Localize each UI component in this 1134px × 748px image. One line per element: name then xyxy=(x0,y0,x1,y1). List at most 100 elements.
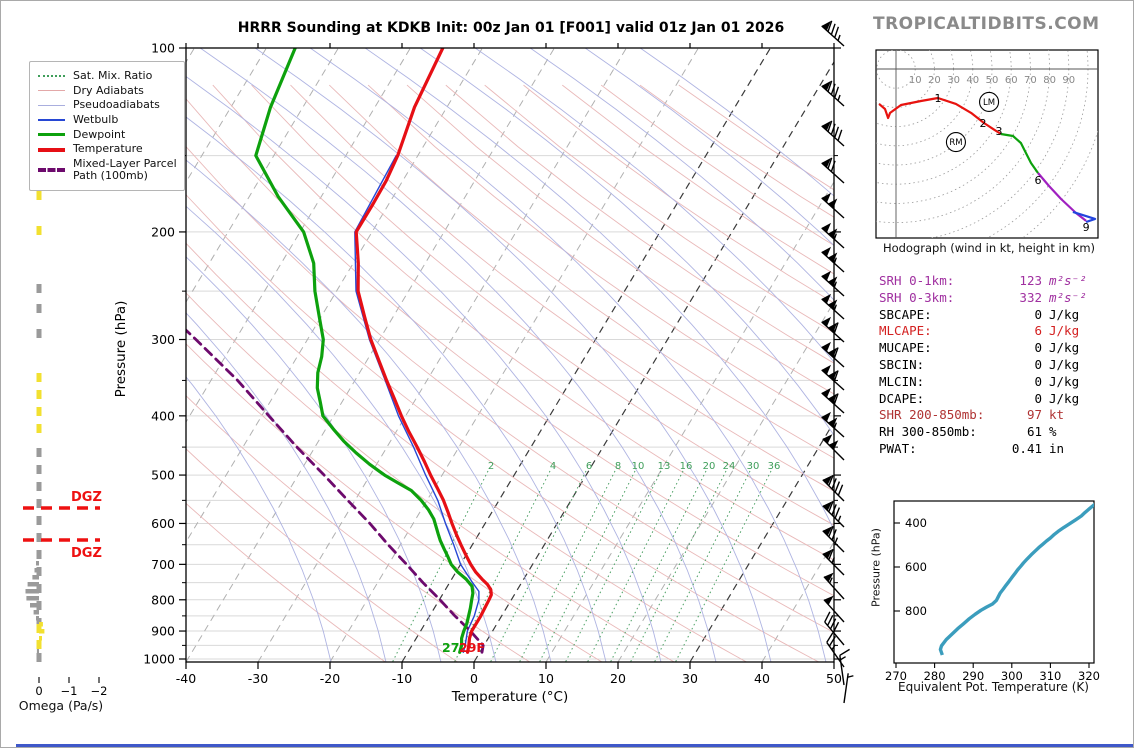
dry-adiabat-line xyxy=(186,242,748,662)
wind-barb xyxy=(821,192,845,219)
pseudoadiabat-line xyxy=(186,116,607,662)
parcel-line-swatch xyxy=(38,168,65,173)
stat-value: 0 xyxy=(1034,340,1042,356)
dry-adiabat-line xyxy=(484,84,834,334)
stat-unit: J/kg xyxy=(1049,390,1080,406)
mixing-ratio-line xyxy=(490,470,587,662)
legend-item-label: Temperature xyxy=(73,142,143,156)
wind-barb xyxy=(821,270,845,297)
stats-panel: SRH 0-1km: 123 m²s⁻² SRH 0-3km: 332 m²s⁻² SBCA… xyxy=(879,273,1107,458)
surface-temperature-label: 29F xyxy=(459,640,485,655)
omega-bar xyxy=(36,616,39,621)
temperature-tick-label: -40 xyxy=(176,671,196,686)
stats-row: MLCAPE: 6 J/kg xyxy=(879,323,1107,340)
wind-barb xyxy=(822,548,845,576)
omega-bar xyxy=(27,582,39,587)
mixing-ratio-line xyxy=(610,470,707,662)
wind-barb xyxy=(843,673,854,704)
legend-item-label: Sat. Mix. Ratio xyxy=(73,69,153,82)
mixing-ratio-label: 8 xyxy=(615,461,621,472)
thetae-x-axis-label: Equivalent Pot. Temperature (K) xyxy=(898,680,1089,694)
parcel-path-curve xyxy=(186,328,485,654)
omega-bar xyxy=(30,603,39,608)
pseudoadiabat-line xyxy=(186,159,552,662)
pressure-axis-label: Pressure (hPa) xyxy=(113,300,129,398)
temperature-tick-label: -10 xyxy=(392,671,412,686)
temperature-curve xyxy=(354,48,493,654)
hodograph-ring-label: 90 xyxy=(1062,75,1075,86)
thetae-temp-tick-label: 300 xyxy=(1001,669,1023,683)
dry-adiabat-line xyxy=(186,292,676,662)
bottom-blue-bar xyxy=(16,744,1133,747)
temperature-tick-label: 30 xyxy=(682,671,698,686)
dry-adiabat-line xyxy=(186,193,820,662)
omega-bar xyxy=(34,568,39,573)
hodograph-ring-label: 10 xyxy=(909,75,922,86)
stats-row: SRH 0-1km: 123 m²s⁻² xyxy=(879,273,1107,290)
omega-bar xyxy=(33,610,39,615)
storm-motion-marker xyxy=(979,91,1000,112)
stat-value: 0 xyxy=(1034,306,1042,322)
dry-adiabat-line xyxy=(251,84,834,526)
wind-barb xyxy=(822,434,845,461)
stat-unit: J/kg xyxy=(1049,340,1080,356)
pressure-tick-label: 100 xyxy=(151,41,175,56)
stats-row: SBCIN: 0 J/kg xyxy=(879,357,1107,374)
mixing-ratio-label: 10 xyxy=(632,461,645,472)
stat-value: 61 xyxy=(1026,424,1042,440)
wind-barb xyxy=(821,341,845,368)
mixing-ratio-line xyxy=(565,470,662,662)
hodograph-ring-label: 30 xyxy=(947,75,960,86)
stats-row: MUCAPE: 0 J/kg xyxy=(879,340,1107,357)
wind-barb xyxy=(824,611,845,646)
pseudoadiabat-line xyxy=(529,48,834,301)
dgz-label-lower: DGZ xyxy=(71,546,102,561)
hodograph-height-label: 6 xyxy=(1035,174,1042,187)
pressure-tick-label: 500 xyxy=(151,468,175,483)
mixing-ratio-label: 24 xyxy=(723,461,736,472)
stat-value: 97 xyxy=(1026,407,1042,423)
pressure-tick-label: 600 xyxy=(151,516,175,531)
stat-label: SBCIN: xyxy=(879,356,925,372)
temperature-axis-label: Temperature (°C) xyxy=(451,689,569,705)
thetae-pressure-tick-label: 600 xyxy=(905,560,927,574)
pressure-tick-label: 1000 xyxy=(143,652,175,667)
wind-barb xyxy=(839,648,850,686)
stat-unit: J/kg xyxy=(1049,356,1080,372)
temperature-tick-label: -30 xyxy=(248,671,268,686)
hodograph-trace-segment xyxy=(1037,172,1087,222)
pseudoadiabat-line xyxy=(186,205,497,662)
omega-axis-label: Omega (Pa/s) xyxy=(18,698,104,713)
dgz-label-upper: DGZ xyxy=(71,490,102,505)
hodograph-ring-label: 70 xyxy=(1024,75,1037,86)
legend-item-label: Wetbulb xyxy=(73,112,119,126)
thetae-temp-tick-label: 280 xyxy=(924,669,946,683)
storm-motion-label: LM xyxy=(983,98,995,108)
stat-unit: J/kg xyxy=(1049,306,1080,322)
temperature-tick-label: 40 xyxy=(754,671,770,686)
dewpoint-line-swatch xyxy=(38,133,65,137)
isotherm-line xyxy=(186,48,555,662)
stat-value: 332 xyxy=(1019,289,1042,305)
stat-value: 123 xyxy=(1019,273,1042,288)
omega-bar xyxy=(39,636,42,641)
stat-unit: % xyxy=(1049,424,1057,440)
thetae-temp-tick-label: 310 xyxy=(1039,669,1061,683)
wind-barb xyxy=(821,387,845,414)
omega-bar xyxy=(32,575,39,580)
legend-item-label: Dewpoint xyxy=(73,127,126,141)
thetae-pressure-tick-label: 400 xyxy=(905,516,927,530)
isotherm-line xyxy=(329,48,699,662)
dry-adiabat-line xyxy=(406,84,834,395)
pressure-tick-label: 700 xyxy=(151,557,175,572)
wind-barb xyxy=(821,316,845,343)
mixing-ratio-line xyxy=(519,470,616,662)
legend-item-mixratio: Sat. Mix. Ratio xyxy=(38,69,178,83)
mixing-ratio-line xyxy=(454,470,551,662)
thetae-curve xyxy=(938,502,1094,656)
stats-row: SBCAPE: 0 J/kg xyxy=(879,307,1107,324)
sounding-curves xyxy=(186,48,493,654)
legend-item-parcel: Mixed-Layer Parcel Path (100mb) xyxy=(38,157,178,183)
dry-adiabat-line xyxy=(186,448,459,662)
